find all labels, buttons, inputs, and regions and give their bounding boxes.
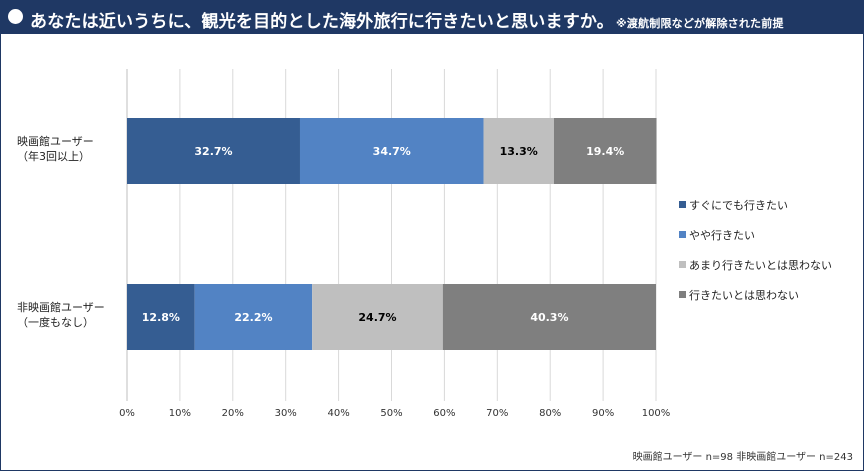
sample-size-note: 映画館ユーザー n=98 非映画館ユーザー n=243 <box>632 452 853 463</box>
legend-item: やや行きたい <box>679 227 859 242</box>
x-tick-label: 20% <box>222 408 244 419</box>
bar-segment <box>312 284 443 350</box>
legend-label: 行きたいとは思わない <box>689 289 799 302</box>
data-label: 12.8% <box>142 311 180 324</box>
bar-segment <box>483 118 554 184</box>
legend-item: あまり行きたいとは思わない <box>679 257 859 272</box>
bar-segment <box>442 284 656 350</box>
category-label: 非映画館ユーザー <box>17 300 105 314</box>
legend-label: あまり行きたいとは思わない <box>689 259 832 272</box>
bar-segment <box>553 118 657 184</box>
x-tick-label: 0% <box>119 408 135 419</box>
data-label: 34.7% <box>373 145 411 158</box>
x-tick-label: 30% <box>275 408 297 419</box>
category-label: （一度もなし） <box>17 315 94 329</box>
bullet-icon <box>8 9 23 24</box>
x-tick-label: 100% <box>642 408 671 419</box>
legend-swatch <box>679 231 686 238</box>
data-label: 40.3% <box>530 311 568 324</box>
data-label: 19.4% <box>586 145 624 158</box>
x-tick-label: 70% <box>486 408 508 419</box>
data-label: 32.7% <box>194 145 232 158</box>
bar-segment <box>299 118 484 184</box>
title-bar: あなたは近いうちに、観光を目的とした海外旅行に行きたいと思いますか。 ※渡航制限な… <box>1 1 863 34</box>
bar-segment <box>127 118 300 184</box>
x-tick-label: 80% <box>539 408 561 419</box>
legend-label: やや行きたい <box>689 229 755 242</box>
legend-swatch <box>679 261 686 268</box>
data-label: 24.7% <box>358 311 396 324</box>
legend-label: すぐにでも行きたい <box>689 199 788 212</box>
x-tick-label: 50% <box>380 408 402 419</box>
x-tick-label: 60% <box>433 408 455 419</box>
bar-segment <box>127 284 195 350</box>
x-tick-label: 40% <box>327 408 349 419</box>
data-label: 13.3% <box>500 145 538 158</box>
legend-swatch <box>679 201 686 208</box>
legend-swatch <box>679 291 686 298</box>
category-label: （年3回以上） <box>17 149 90 163</box>
legend-item: 行きたいとは思わない <box>679 287 859 302</box>
chart-note: ※渡航制限などが解除された前提 <box>615 17 784 30</box>
chart-title: あなたは近いうちに、観光を目的とした海外旅行に行きたいと思いますか。 ※渡航制限な… <box>30 12 784 32</box>
x-tick-label: 10% <box>169 408 191 419</box>
category-label: 映画館ユーザー <box>17 134 94 148</box>
legend: すぐにでも行きたい やや行きたいあまり行きたいとは思わない 行きたいとは思わない <box>679 197 859 317</box>
legend-item: すぐにでも行きたい <box>679 197 859 212</box>
bar-segment <box>194 284 313 350</box>
data-label: 22.2% <box>234 311 272 324</box>
x-tick-label: 90% <box>592 408 614 419</box>
